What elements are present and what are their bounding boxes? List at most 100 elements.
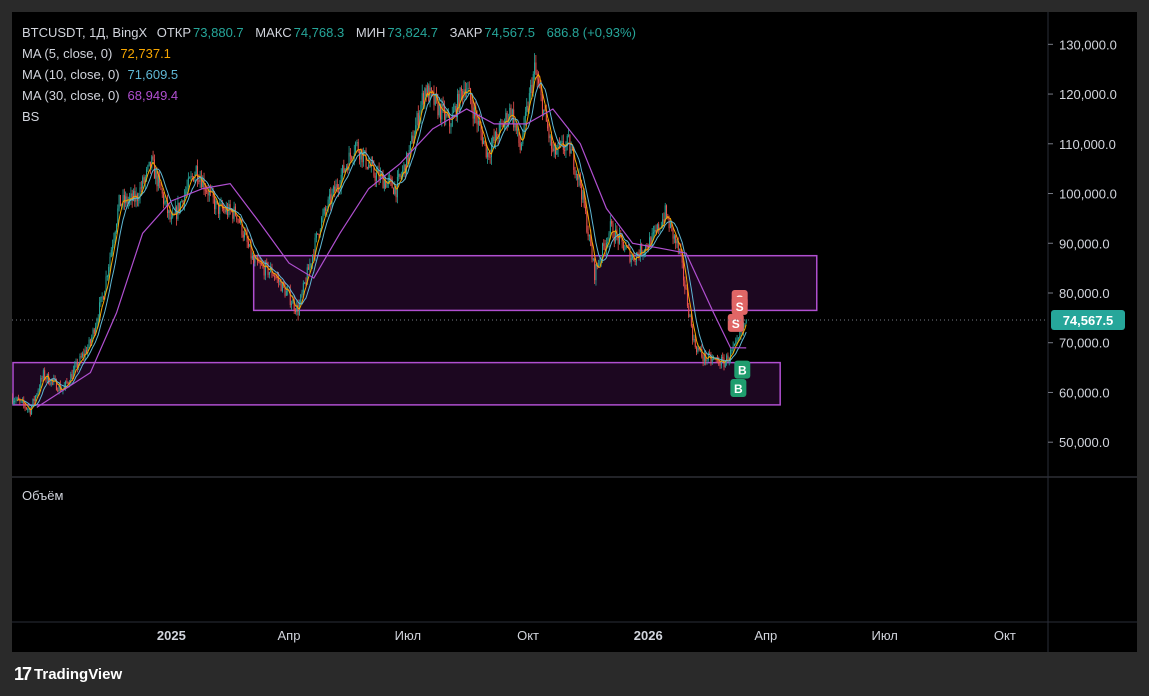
candle-body (549, 135, 551, 139)
candle-body (390, 177, 392, 180)
candle-body (16, 397, 18, 400)
candle-body (669, 222, 671, 229)
candle-body (456, 94, 458, 118)
candle-body (408, 150, 410, 165)
indicator-label: MA (30, close, 0) (22, 88, 120, 103)
candle-body (693, 338, 695, 341)
candle-body (564, 149, 566, 151)
candle-body (112, 245, 114, 250)
candle-body (515, 124, 517, 131)
candle-body (187, 177, 189, 187)
candle-body (37, 390, 39, 395)
candle-body (524, 112, 526, 118)
candle-body (240, 219, 242, 223)
candle-body (253, 255, 255, 263)
indicator-ma5[interactable]: MA (5, close, 0) 72,737.1 (22, 46, 173, 61)
y-tick-label: 100,000.0 (1059, 187, 1117, 202)
tradingview-brand[interactable]: 17 TradingView (14, 664, 122, 685)
candle-body (21, 400, 23, 402)
candle-body (258, 261, 260, 263)
indicator-ma10[interactable]: MA (10, close, 0) 71,609.5 (22, 67, 180, 82)
candle-body (398, 173, 400, 177)
candle-body (132, 191, 134, 201)
candle-body (166, 200, 168, 213)
candle-body (170, 217, 172, 220)
candle-body (591, 246, 593, 260)
candle-body (553, 144, 555, 152)
zones (12, 254, 818, 406)
candle-body (554, 144, 556, 155)
candle-body (79, 356, 81, 365)
candle-body (182, 200, 184, 206)
candle-body (65, 381, 67, 387)
candle-body (637, 253, 639, 255)
candle-body (480, 125, 482, 133)
candle-body (684, 280, 686, 289)
candle-body (163, 193, 165, 204)
candle-body (370, 161, 372, 167)
candle-body (420, 104, 422, 116)
candle-body (400, 175, 402, 177)
candle-body (280, 280, 282, 292)
candle-body (89, 339, 91, 344)
candle-body (604, 246, 606, 250)
candle-body (624, 249, 626, 251)
candle-body (737, 337, 739, 340)
x-tick-label: Апр (754, 628, 777, 643)
candle-body (66, 381, 68, 383)
candle-body (227, 207, 229, 216)
candle-body (92, 329, 94, 338)
candle-body (95, 326, 97, 334)
candle-body (372, 161, 374, 164)
candle-body (590, 234, 592, 247)
candle-body (117, 208, 119, 224)
x-tick-label: Апр (277, 628, 300, 643)
candle-body (494, 131, 496, 142)
candle-body (87, 347, 89, 354)
candle-body (224, 209, 226, 213)
candle-body (588, 234, 590, 237)
candle-body (442, 104, 444, 107)
candle-body (321, 217, 323, 230)
candle-body (351, 156, 353, 160)
indicator-ma30[interactable]: MA (30, close, 0) 68,949.4 (22, 88, 180, 103)
candle-body (735, 341, 737, 344)
candle-body (565, 143, 567, 151)
candle-body (82, 353, 84, 358)
candle-body (247, 242, 249, 247)
candle-body (49, 383, 51, 385)
indicator-bs[interactable]: BS (22, 109, 41, 124)
symbol-title[interactable]: BTCUSDT, 1Д, BingX (22, 25, 148, 40)
candle-body (526, 105, 528, 113)
candle-body (279, 280, 281, 282)
candle-body (143, 177, 145, 183)
candle-body (573, 150, 575, 171)
candle-body (528, 93, 530, 111)
candle-body (462, 91, 464, 98)
low-value: 73,824.7 (387, 25, 439, 40)
y-tick-label: 90,000.0 (1059, 236, 1110, 251)
candle-body (733, 343, 735, 347)
candle-body (476, 116, 478, 125)
candle-body (599, 260, 601, 265)
last-price-tag (1051, 310, 1125, 331)
candle-body (730, 350, 732, 360)
price-chart[interactable]: SSSBB 130,000.0120,000.0110,000.0100,000… (12, 12, 1137, 652)
candle-body (415, 125, 417, 137)
candle-body (123, 195, 125, 204)
axes: 130,000.0 120,000.0 110,000.0 100,000.0 90,0… (12, 37, 1125, 643)
candle-body (206, 190, 208, 192)
candle-body (237, 219, 239, 221)
candle-body (389, 177, 391, 179)
candle-body (575, 173, 577, 176)
candle-body (568, 135, 570, 137)
candle-body (296, 304, 298, 313)
candle-body (328, 194, 330, 200)
chart-frame[interactable]: SSSBB 130,000.0120,000.0110,000.0100,000… (12, 12, 1137, 652)
candle-body (535, 62, 537, 74)
candle-body (369, 164, 371, 167)
candle-body (40, 378, 42, 389)
tradingview-logo-icon: 17 (14, 664, 32, 684)
candle-body (727, 355, 729, 362)
candle-body (698, 347, 700, 351)
